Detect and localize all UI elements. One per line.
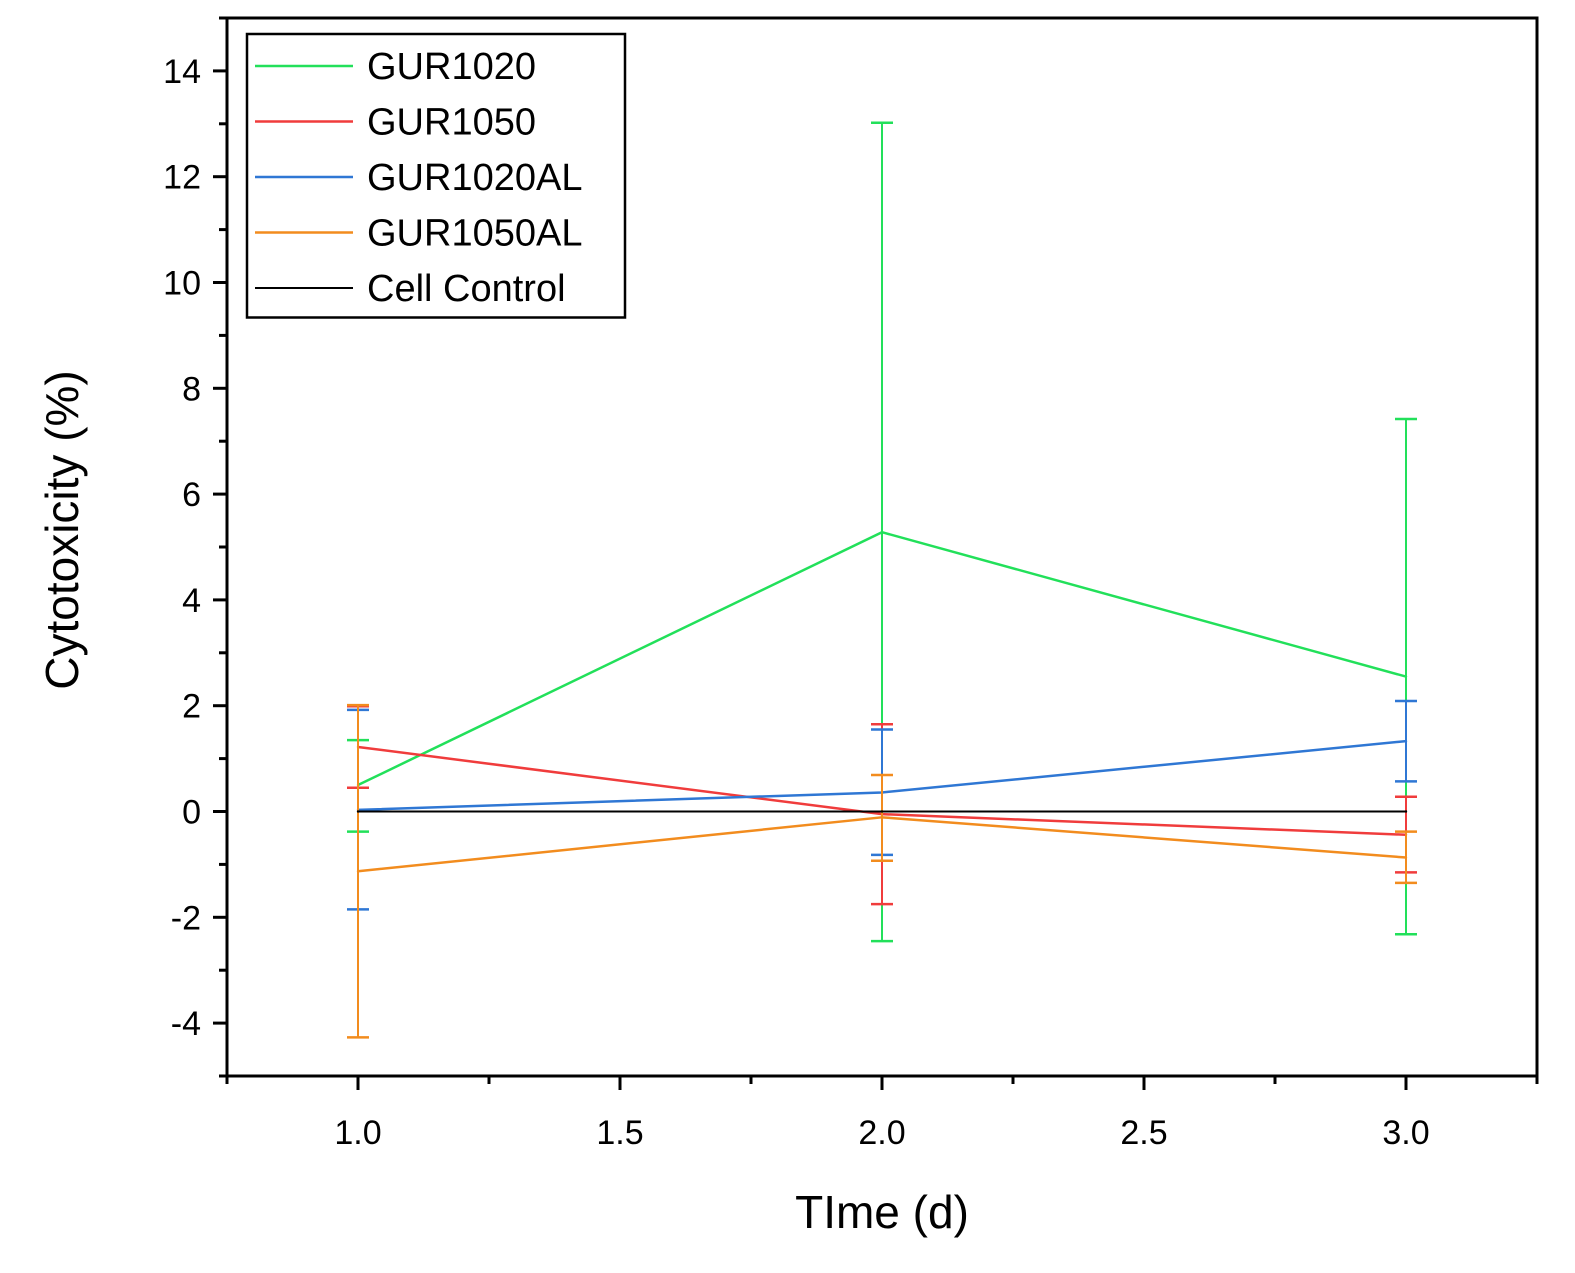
legend: GUR1020 GUR1050 GUR1020AL GUR1050AL Cell Con…	[245, 32, 627, 319]
y-tick-label: 4	[182, 582, 201, 620]
legend-label: GUR1050	[367, 102, 536, 144]
data-point-gur1050al	[356, 870, 360, 873]
legend-item: GUR1050	[255, 102, 536, 144]
axis-layer: 1.0 1.5 2.0 2.5 3.0 -4 -2 0 2 4 6 8 10 12 14	[163, 16, 1539, 1152]
series-gur1050al	[347, 703, 1417, 1039]
x-tick-label: 1.0	[334, 1114, 381, 1152]
y-axis-title: Cytotoxicity (%)	[36, 370, 88, 689]
legend-label: Cell Control	[367, 268, 566, 310]
y-tick-label: 8	[182, 370, 201, 408]
legend-item: GUR1050AL	[255, 213, 582, 255]
x-tick-label: 3.0	[1382, 1114, 1429, 1152]
legend-item: Cell Control	[255, 268, 566, 310]
y-tick-label: -2	[171, 899, 201, 937]
legend-label: GUR1020AL	[367, 157, 582, 199]
data-point-gur1020al	[1404, 739, 1408, 743]
y-tick-label: 12	[163, 159, 201, 197]
y-tick-label: 10	[163, 265, 201, 303]
y-tick-label: 0	[182, 794, 201, 832]
series-layer	[347, 121, 1417, 1039]
y-tick-label: 6	[182, 476, 201, 514]
legend-box	[245, 32, 627, 319]
legend-label: GUR1020	[367, 46, 536, 88]
data-point-gur1020	[880, 530, 884, 534]
data-point-cell-control	[1404, 810, 1408, 813]
data-point-cell-control	[880, 810, 884, 813]
y-tick-label: -4	[171, 1005, 201, 1043]
x-tick-label: 2.5	[1120, 1114, 1167, 1152]
x-tick-label: 1.5	[596, 1114, 643, 1152]
x-axis-title: TIme (d)	[795, 1186, 969, 1238]
legend-item: GUR1020	[255, 46, 536, 88]
data-point-gur1020	[1404, 675, 1408, 678]
data-point-cell-control	[356, 810, 360, 813]
legend-item: GUR1020AL	[255, 157, 582, 199]
y-tick-label: 2	[182, 688, 201, 726]
data-point-gur1050al	[1404, 856, 1408, 859]
data-point-gur1050al	[880, 816, 884, 819]
legend-label: GUR1050AL	[367, 213, 582, 255]
y-tick-label: 14	[163, 53, 201, 91]
x-tick-label: 2.0	[858, 1114, 905, 1152]
series-cell-control	[356, 810, 1408, 813]
